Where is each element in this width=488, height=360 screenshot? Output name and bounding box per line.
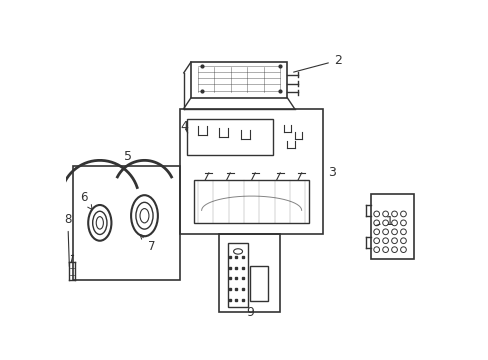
Bar [187, 119, 272, 155]
Text: 3: 3 [328, 166, 336, 179]
Bar [73, 166, 180, 280]
Bar [228, 243, 247, 307]
Bar [194, 180, 308, 223]
Bar [250, 266, 267, 301]
Text: 4: 4 [180, 120, 188, 133]
Text: 1: 1 [375, 215, 393, 228]
Text: 2: 2 [293, 54, 341, 72]
Text: 9: 9 [245, 306, 253, 319]
Text: 6: 6 [80, 192, 92, 210]
Bar [219, 234, 280, 312]
Bar [180, 109, 323, 234]
Text: 8: 8 [64, 213, 71, 266]
Text: 5: 5 [124, 150, 132, 163]
Bar [370, 194, 413, 258]
Bar [190, 62, 287, 98]
Text: 7: 7 [140, 234, 155, 253]
